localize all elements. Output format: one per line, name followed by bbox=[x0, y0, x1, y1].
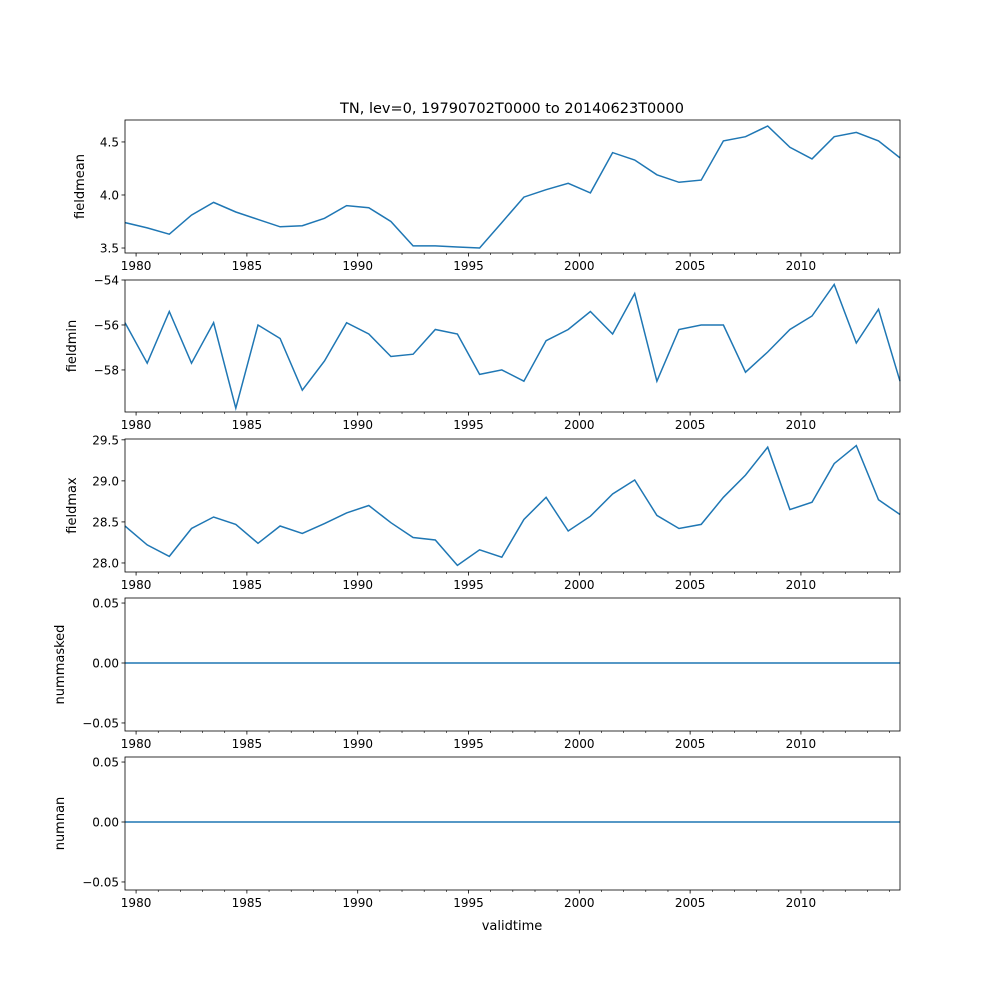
x-tick-label: 1995 bbox=[453, 259, 484, 273]
y-axis-label-fieldmax: fieldmax bbox=[65, 477, 80, 534]
y-tick-label: −56 bbox=[94, 318, 119, 332]
series-line-fieldmax bbox=[124, 444, 901, 567]
y-tick-label: −0.05 bbox=[82, 875, 119, 889]
y-tick-label: 28.0 bbox=[92, 556, 119, 570]
series-line-fieldmean bbox=[124, 125, 901, 249]
panel-fieldmin: 1980 1985 1990 1995 2000 2005 2010 −54 −56 −58 fie… bbox=[65, 274, 901, 432]
x-tick-label: 2000 bbox=[564, 578, 595, 592]
x-tick-label: 1995 bbox=[453, 418, 484, 432]
y-tick-label: 0.00 bbox=[92, 816, 119, 830]
y-axis-label-fieldmean: fieldmean bbox=[73, 154, 88, 219]
x-tick-label: 1995 bbox=[453, 737, 484, 751]
x-tick-label: 1980 bbox=[121, 578, 152, 592]
y-tick-label: −54 bbox=[94, 274, 119, 288]
x-tick-label: 1985 bbox=[232, 418, 263, 432]
x-tick-label: 2010 bbox=[786, 259, 817, 273]
y-tick-label: 0.00 bbox=[92, 657, 119, 671]
x-tick-label: 1980 bbox=[121, 896, 152, 910]
y-axis-label-nummasked: nummasked bbox=[53, 625, 68, 705]
chart-title: TN, lev=0, 19790702T0000 to 20140623T000… bbox=[339, 101, 684, 117]
axes-frame bbox=[124, 597, 901, 732]
x-tick-label: 1985 bbox=[232, 737, 263, 751]
x-tick-label: 2010 bbox=[786, 896, 817, 910]
x-tick-label: 1980 bbox=[121, 737, 152, 751]
x-tick-label: 2005 bbox=[675, 418, 706, 432]
y-tick-label: 28.5 bbox=[92, 515, 119, 529]
y-tick-label: 29.0 bbox=[92, 474, 119, 488]
panel-numnan: 1980 1985 1990 1995 2000 2005 2010 −0.05 0.00 0.0… bbox=[53, 756, 901, 910]
x-tick-label: 1990 bbox=[342, 259, 373, 273]
y-tick-label: −58 bbox=[94, 363, 119, 377]
x-tick-label: 1980 bbox=[121, 418, 152, 432]
x-tick-label: 2005 bbox=[675, 259, 706, 273]
x-tick-label: 2010 bbox=[786, 418, 817, 432]
x-tick-label: 2005 bbox=[675, 896, 706, 910]
y-tick-label: 3.5 bbox=[100, 242, 119, 256]
x-tick-label: 1990 bbox=[342, 896, 373, 910]
x-tick-label: 1990 bbox=[342, 578, 373, 592]
x-tick-label: 2000 bbox=[564, 737, 595, 751]
axes-frame bbox=[124, 756, 901, 891]
y-tick-label: −0.05 bbox=[82, 716, 119, 730]
axes-frame bbox=[124, 279, 901, 413]
y-tick-label: 4.5 bbox=[100, 135, 119, 149]
axes-frame bbox=[124, 438, 901, 573]
series-line-fieldmin bbox=[124, 282, 901, 412]
y-tick-label: 29.5 bbox=[92, 433, 119, 447]
x-tick-label: 2010 bbox=[786, 578, 817, 592]
y-tick-label: 4.0 bbox=[100, 188, 119, 202]
x-tick-label: 1990 bbox=[342, 737, 373, 751]
x-tick-label: 2005 bbox=[675, 578, 706, 592]
x-tick-label: 2010 bbox=[786, 737, 817, 751]
y-tick-label: 0.05 bbox=[92, 756, 119, 770]
x-tick-label: 2000 bbox=[564, 259, 595, 273]
panel-nummasked: 1980 1985 1990 1995 2000 2005 2010 −0.05 0.00 0.0… bbox=[53, 597, 901, 751]
x-axis-label: validtime bbox=[482, 919, 543, 934]
y-tick-label: 0.05 bbox=[92, 597, 119, 611]
x-tick-label: 1980 bbox=[121, 259, 152, 273]
x-tick-label: 2000 bbox=[564, 418, 595, 432]
panel-fieldmax: 1980 1985 1990 1995 2000 2005 2010 28.0 28.5 29.0… bbox=[65, 433, 901, 592]
x-tick-label: 1995 bbox=[453, 578, 484, 592]
x-tick-label: 1985 bbox=[232, 578, 263, 592]
x-tick-label: 1985 bbox=[232, 896, 263, 910]
x-tick-label: 1995 bbox=[453, 896, 484, 910]
x-tick-label: 1985 bbox=[232, 259, 263, 273]
x-tick-label: 1990 bbox=[342, 418, 373, 432]
axes-frame bbox=[124, 119, 901, 254]
x-tick-label: 2005 bbox=[675, 737, 706, 751]
y-axis-label-numnan: numnan bbox=[53, 797, 68, 851]
x-tick-label: 2000 bbox=[564, 896, 595, 910]
y-axis-label-fieldmin: fieldmin bbox=[65, 320, 80, 373]
panel-fieldmean: 1980 1985 1990 1995 2000 2005 2010 3.5 4.0 4.5 fie… bbox=[73, 119, 901, 273]
